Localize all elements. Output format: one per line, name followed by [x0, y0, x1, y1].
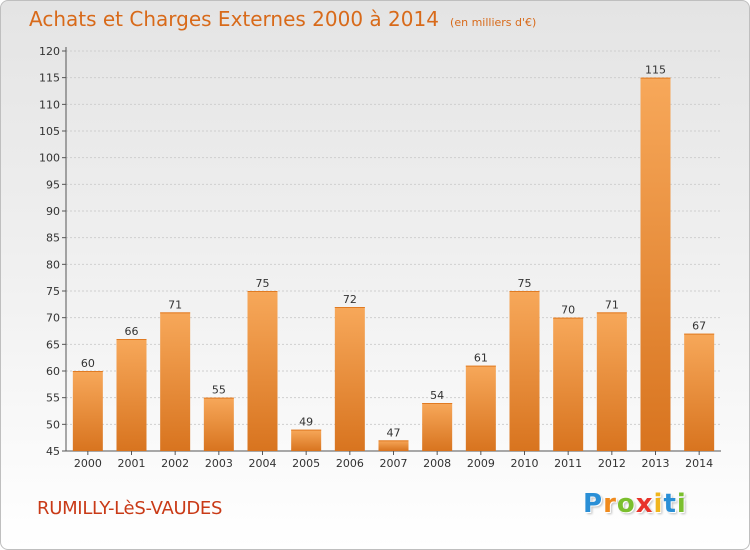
data-label: 60	[81, 357, 95, 370]
y-tick-label: 100	[39, 152, 60, 165]
y-tick-label: 55	[46, 392, 60, 405]
bar	[116, 339, 147, 451]
bar	[334, 307, 365, 451]
y-tick-label: 60	[46, 365, 60, 378]
data-label: 72	[343, 293, 357, 306]
x-tick-label: 2002	[161, 457, 189, 470]
data-label: 66	[125, 325, 139, 338]
bar	[684, 333, 715, 451]
bar	[509, 291, 540, 451]
x-tick-label: 2003	[205, 457, 233, 470]
y-tick-label: 105	[39, 125, 60, 138]
brand-letter: i	[676, 489, 687, 519]
data-label: 67	[692, 320, 706, 333]
y-tick-label: 70	[46, 312, 60, 325]
x-tick-label: 2005	[292, 457, 320, 470]
chart-subtitle: (en milliers d'€)	[450, 16, 537, 29]
y-tick-label: 95	[46, 178, 60, 191]
y-tick-label: 90	[46, 205, 60, 218]
bar	[72, 371, 103, 451]
data-label: 54	[430, 389, 444, 402]
x-tick-label: 2009	[467, 457, 495, 470]
bar	[247, 291, 278, 451]
chart-title: Achats et Charges Externes 2000 à 2014	[29, 7, 439, 31]
data-label: 47	[387, 426, 401, 439]
y-tick-label: 75	[46, 285, 60, 298]
brand-letter: t	[663, 489, 677, 519]
bar	[640, 77, 671, 452]
x-tick-label: 2006	[336, 457, 364, 470]
bar	[160, 312, 191, 451]
bar	[291, 429, 322, 451]
y-tick-label: 110	[39, 98, 60, 111]
title-row: Achats et Charges Externes 2000 à 2014 (…	[29, 7, 536, 31]
brand-letter: x	[635, 489, 654, 519]
x-tick-label: 2013	[642, 457, 670, 470]
bar	[203, 397, 234, 451]
y-tick-label: 80	[46, 258, 60, 271]
data-label: 71	[168, 298, 182, 311]
data-label: 61	[474, 352, 488, 365]
data-label: 55	[212, 384, 226, 397]
bar	[422, 403, 453, 451]
data-label: 49	[299, 416, 313, 429]
x-tick-label: 2007	[380, 457, 408, 470]
proxiti-logo[interactable]: Proxiti	[583, 489, 687, 519]
data-label: 75	[256, 277, 270, 290]
y-tick-label: 85	[46, 232, 60, 245]
x-tick-label: 2001	[118, 457, 146, 470]
x-tick-label: 2004	[249, 457, 277, 470]
y-tick-label: 65	[46, 338, 60, 351]
bar	[378, 440, 409, 451]
data-label: 70	[561, 304, 575, 317]
commune-name: RUMILLY-LèS-VAUDES	[37, 498, 223, 519]
bar	[465, 365, 496, 451]
brand-letter: o	[616, 489, 636, 519]
x-tick-label: 2014	[685, 457, 713, 470]
bar	[553, 317, 584, 451]
y-tick-label: 50	[46, 418, 60, 431]
bar	[596, 312, 627, 451]
x-tick-label: 2012	[598, 457, 626, 470]
y-tick-label: 120	[39, 45, 60, 58]
brand-letter: P	[583, 489, 604, 519]
x-tick-label: 2008	[423, 457, 451, 470]
x-tick-label: 2000	[74, 457, 102, 470]
data-label: 115	[645, 64, 666, 77]
data-label: 71	[605, 298, 619, 311]
brand-letter: i	[653, 489, 664, 519]
x-tick-label: 2011	[554, 457, 582, 470]
y-tick-label: 115	[39, 72, 60, 85]
y-tick-label: 45	[46, 445, 60, 458]
brand-letter: r	[603, 489, 617, 519]
data-label: 75	[518, 277, 532, 290]
x-tick-label: 2010	[511, 457, 539, 470]
